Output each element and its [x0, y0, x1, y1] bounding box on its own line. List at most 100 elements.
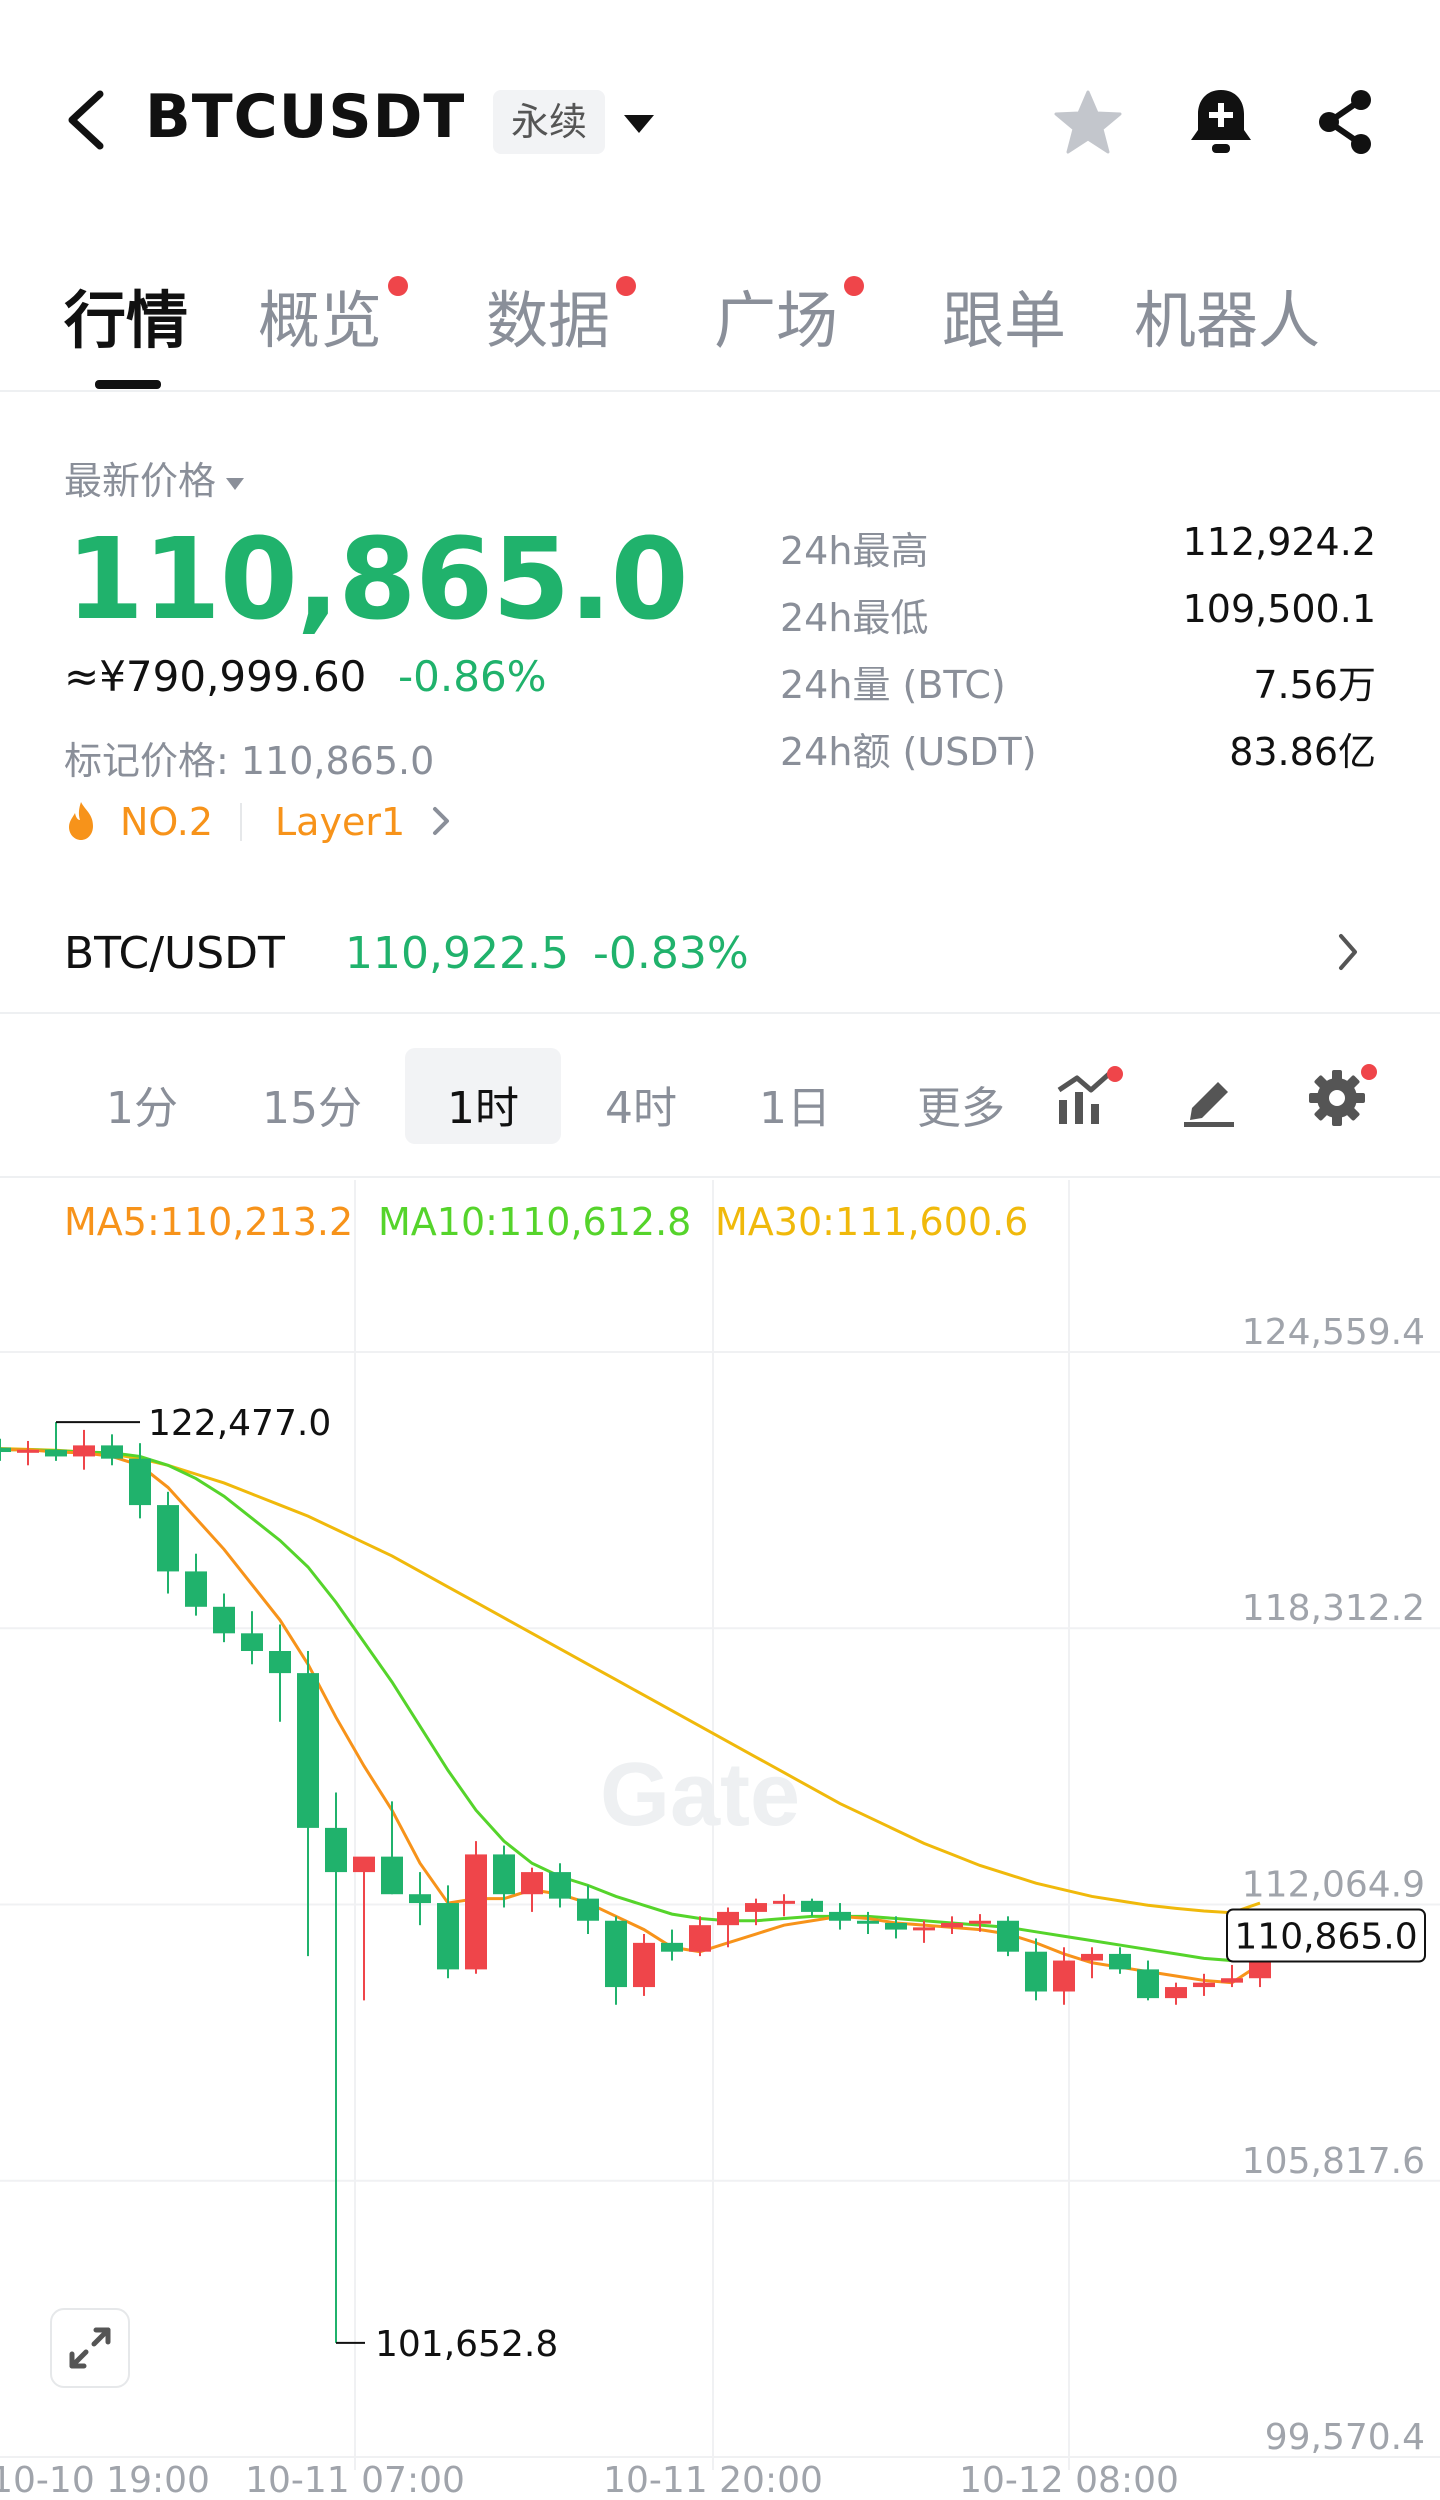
rank-badge: NO.2 — [120, 800, 214, 844]
x-axis-tick-label: 10-12 08:00 — [959, 2460, 1179, 2500]
candle-body — [801, 1900, 823, 1912]
candle-body — [1081, 1953, 1103, 1961]
latest-price-selector[interactable]: 最新价格 — [64, 450, 245, 505]
ma30-legend: MA30:111,600.6 — [715, 1200, 1029, 1244]
stat-label-24h-turnover: 24h额 (USDT) — [780, 730, 1037, 774]
candle-body — [941, 1922, 963, 1928]
candle-body — [549, 1872, 571, 1899]
stat-value-24h-high: 112,924.2 — [1182, 520, 1376, 564]
candle-body — [17, 1449, 39, 1453]
expand-chart-button[interactable] — [50, 2308, 130, 2388]
share-icon[interactable] — [1313, 88, 1377, 156]
ma10-legend: MA10:110,612.8 — [378, 1200, 692, 1244]
candle-body — [185, 1571, 207, 1607]
candle-body — [1109, 1953, 1131, 1970]
active-interval-background — [405, 1048, 561, 1144]
bell-alert-icon[interactable] — [1186, 86, 1256, 158]
cny-price: ≈¥790,999.60 — [64, 652, 367, 701]
x-axis-tick-label: 10-11 20:00 — [603, 2460, 823, 2500]
last-price: 110,865.0 — [66, 515, 689, 645]
candle-body — [157, 1505, 179, 1572]
interval-1d[interactable]: 1日 — [759, 1083, 831, 1134]
interval-4h[interactable]: 4时 — [605, 1083, 677, 1134]
last-price-box — [1226, 1908, 1426, 1963]
candle-body — [0, 1447, 11, 1453]
candle-body — [661, 1942, 683, 1952]
ma10-line — [0, 1448, 1261, 1963]
spot-pair[interactable]: BTC/USDT — [64, 928, 285, 979]
tab-market[interactable]: 行情 — [64, 284, 189, 357]
pen-draw-icon[interactable] — [1180, 1066, 1244, 1130]
candle-body — [857, 1920, 879, 1924]
candle-body — [297, 1673, 319, 1828]
high-price-label: 122,477.0 — [148, 1403, 331, 1444]
interval-15m[interactable]: 15分 — [262, 1083, 362, 1134]
notification-dot — [616, 276, 637, 296]
spot-change-percent: -0.83% — [593, 928, 749, 979]
ma5-legend: MA5:110,213.2 — [64, 1200, 354, 1244]
category-link[interactable]: Layer1 — [275, 800, 406, 844]
candle-body — [997, 1920, 1019, 1952]
candle-body — [969, 1920, 991, 1924]
notification-dot — [1107, 1066, 1123, 1082]
y-axis-tick-label: 118,312.2 — [1242, 1588, 1425, 1629]
tab-data[interactable]: 数据 — [486, 270, 637, 360]
stat-label-24h-volume: 24h量 (BTC) — [780, 663, 1006, 707]
caret-down-icon[interactable] — [622, 113, 656, 135]
candle-body — [605, 1920, 627, 1988]
tab-copy-trading[interactable]: 跟单 — [942, 284, 1067, 357]
tab-bots[interactable]: 机器人 — [1134, 284, 1321, 357]
stat-label-24h-low: 24h最低 — [780, 596, 929, 640]
divider — [0, 1012, 1440, 1014]
y-axis-tick-label: 105,817.6 — [1242, 2141, 1425, 2182]
y-axis-tick-label: 112,064.9 — [1242, 1865, 1425, 1906]
candle-body — [885, 1922, 907, 1930]
back-arrow-icon[interactable] — [60, 88, 112, 152]
candle-body — [773, 1900, 795, 1904]
stat-value-24h-turnover: 83.86亿 — [1229, 730, 1376, 774]
settings-gear-icon[interactable] — [1305, 1064, 1377, 1130]
divider — [0, 1176, 1440, 1178]
candle-body — [689, 1925, 711, 1952]
fire-icon — [69, 802, 93, 840]
candle-body — [829, 1911, 851, 1921]
divider — [0, 390, 1440, 392]
candle-body — [717, 1911, 739, 1926]
y-axis-tick-label: 124,559.4 — [1242, 1312, 1425, 1353]
candle-body — [745, 1903, 767, 1912]
divider — [240, 803, 242, 841]
candle-body — [1193, 1982, 1215, 1988]
interval-1m[interactable]: 1分 — [106, 1083, 178, 1134]
low-price-label: 101,652.8 — [375, 2324, 558, 2365]
tab-square[interactable]: 广场 — [714, 270, 865, 360]
candle-body — [913, 1927, 935, 1931]
notification-dot — [844, 276, 865, 296]
tab-overview[interactable]: 概览 — [258, 270, 409, 360]
contract-type-badge[interactable]: 永续 — [493, 90, 606, 154]
candlestick-chart[interactable]: Gate 122,477.0 101,652.8 124,559.4 118,312.2… — [0, 1180, 1440, 2500]
candle-body — [129, 1458, 151, 1506]
mark-price: 标记价格: 110,865.0 — [64, 739, 435, 783]
candle-body — [73, 1445, 95, 1457]
caret-down-icon — [226, 477, 245, 490]
ma5-line — [0, 1448, 1261, 1985]
interval-1h[interactable]: 1时 — [447, 1083, 519, 1134]
candle-body — [213, 1606, 235, 1634]
indicators-icon[interactable] — [1055, 1066, 1123, 1130]
chevron-right-icon[interactable] — [1333, 930, 1363, 974]
interval-more[interactable]: 更多 — [917, 1083, 1005, 1134]
ma30-line — [0, 1446, 1261, 1915]
candle-body — [633, 1942, 655, 1988]
star-icon[interactable] — [1053, 88, 1123, 158]
candle-body — [521, 1872, 543, 1895]
expand-arrows-icon — [69, 2327, 111, 2369]
candle-body — [45, 1449, 67, 1457]
watermark: Gate — [600, 1745, 800, 1845]
candle-body — [269, 1651, 291, 1674]
candle-body — [1137, 1969, 1159, 1999]
stat-label-24h-high: 24h最高 — [780, 529, 929, 573]
candle-body — [241, 1633, 263, 1652]
chevron-right-icon[interactable] — [428, 804, 454, 838]
symbol-title[interactable]: BTCUSDT — [145, 82, 466, 152]
candle-body — [409, 1894, 431, 1904]
